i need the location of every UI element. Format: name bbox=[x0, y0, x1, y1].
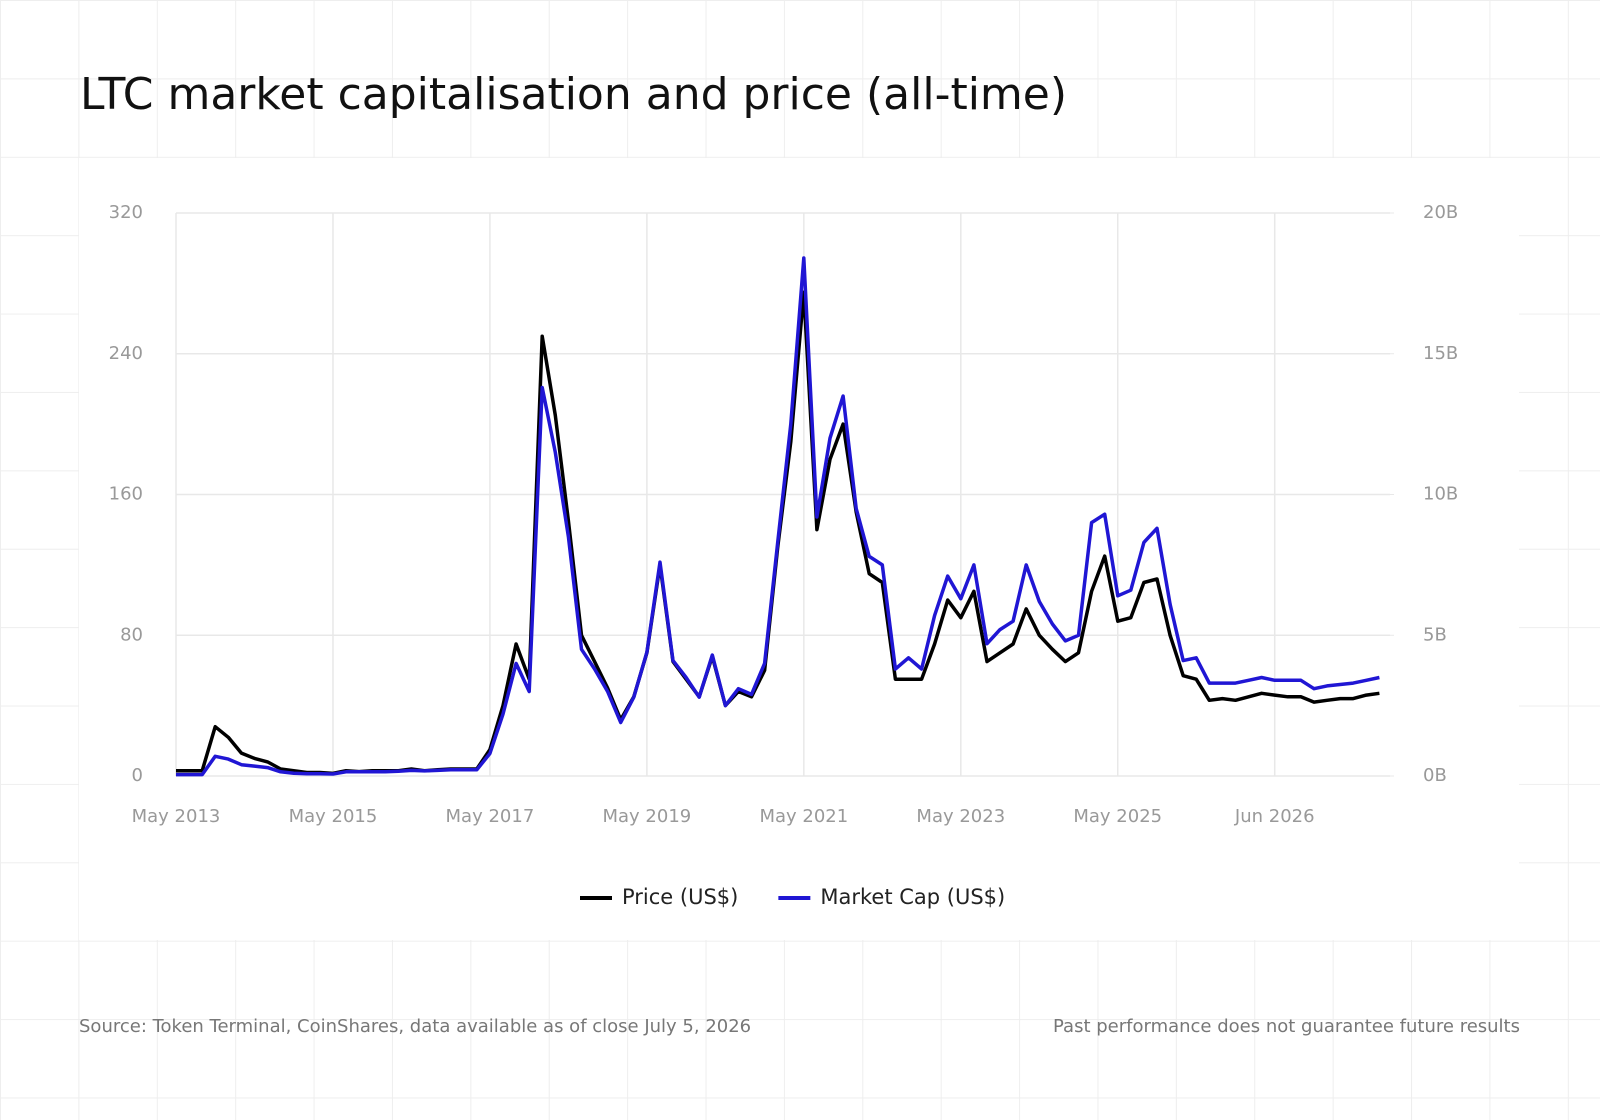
x-tick-label: May 2025 bbox=[1073, 806, 1162, 827]
x-tick-label: Jun 2026 bbox=[1234, 806, 1315, 827]
x-tick-label: May 2015 bbox=[289, 806, 378, 827]
y2-tick-label: 0B bbox=[1423, 765, 1447, 786]
y2-tick-label: 20B bbox=[1423, 202, 1458, 223]
chart-card bbox=[79, 158, 1519, 940]
x-tick-label: May 2021 bbox=[759, 806, 848, 827]
x-tick-label: May 2013 bbox=[132, 806, 221, 827]
disclaimer: Past performance does not guarantee futu… bbox=[1053, 1016, 1520, 1037]
y-tick-label: 160 bbox=[109, 484, 143, 505]
y-tick-label: 320 bbox=[109, 202, 143, 223]
legend-label: Price (US$) bbox=[622, 885, 738, 909]
y2-tick-label: 5B bbox=[1423, 624, 1447, 645]
legend-label: Market Cap (US$) bbox=[820, 885, 1005, 909]
y-tick-label: 80 bbox=[120, 624, 143, 645]
x-tick-label: May 2017 bbox=[446, 806, 535, 827]
y-tick-label: 240 bbox=[109, 343, 143, 364]
y-tick-label: 0 bbox=[132, 765, 143, 786]
x-tick-label: May 2023 bbox=[916, 806, 1005, 827]
y2-tick-label: 15B bbox=[1423, 343, 1458, 364]
y2-tick-label: 10B bbox=[1423, 484, 1458, 505]
x-tick-label: May 2019 bbox=[603, 806, 692, 827]
data-line bbox=[176, 256, 1380, 777]
chart-title: LTC market capitalisation and price (all… bbox=[80, 69, 1067, 120]
source-note: Source: Token Terminal, CoinShares, data… bbox=[79, 1016, 751, 1037]
